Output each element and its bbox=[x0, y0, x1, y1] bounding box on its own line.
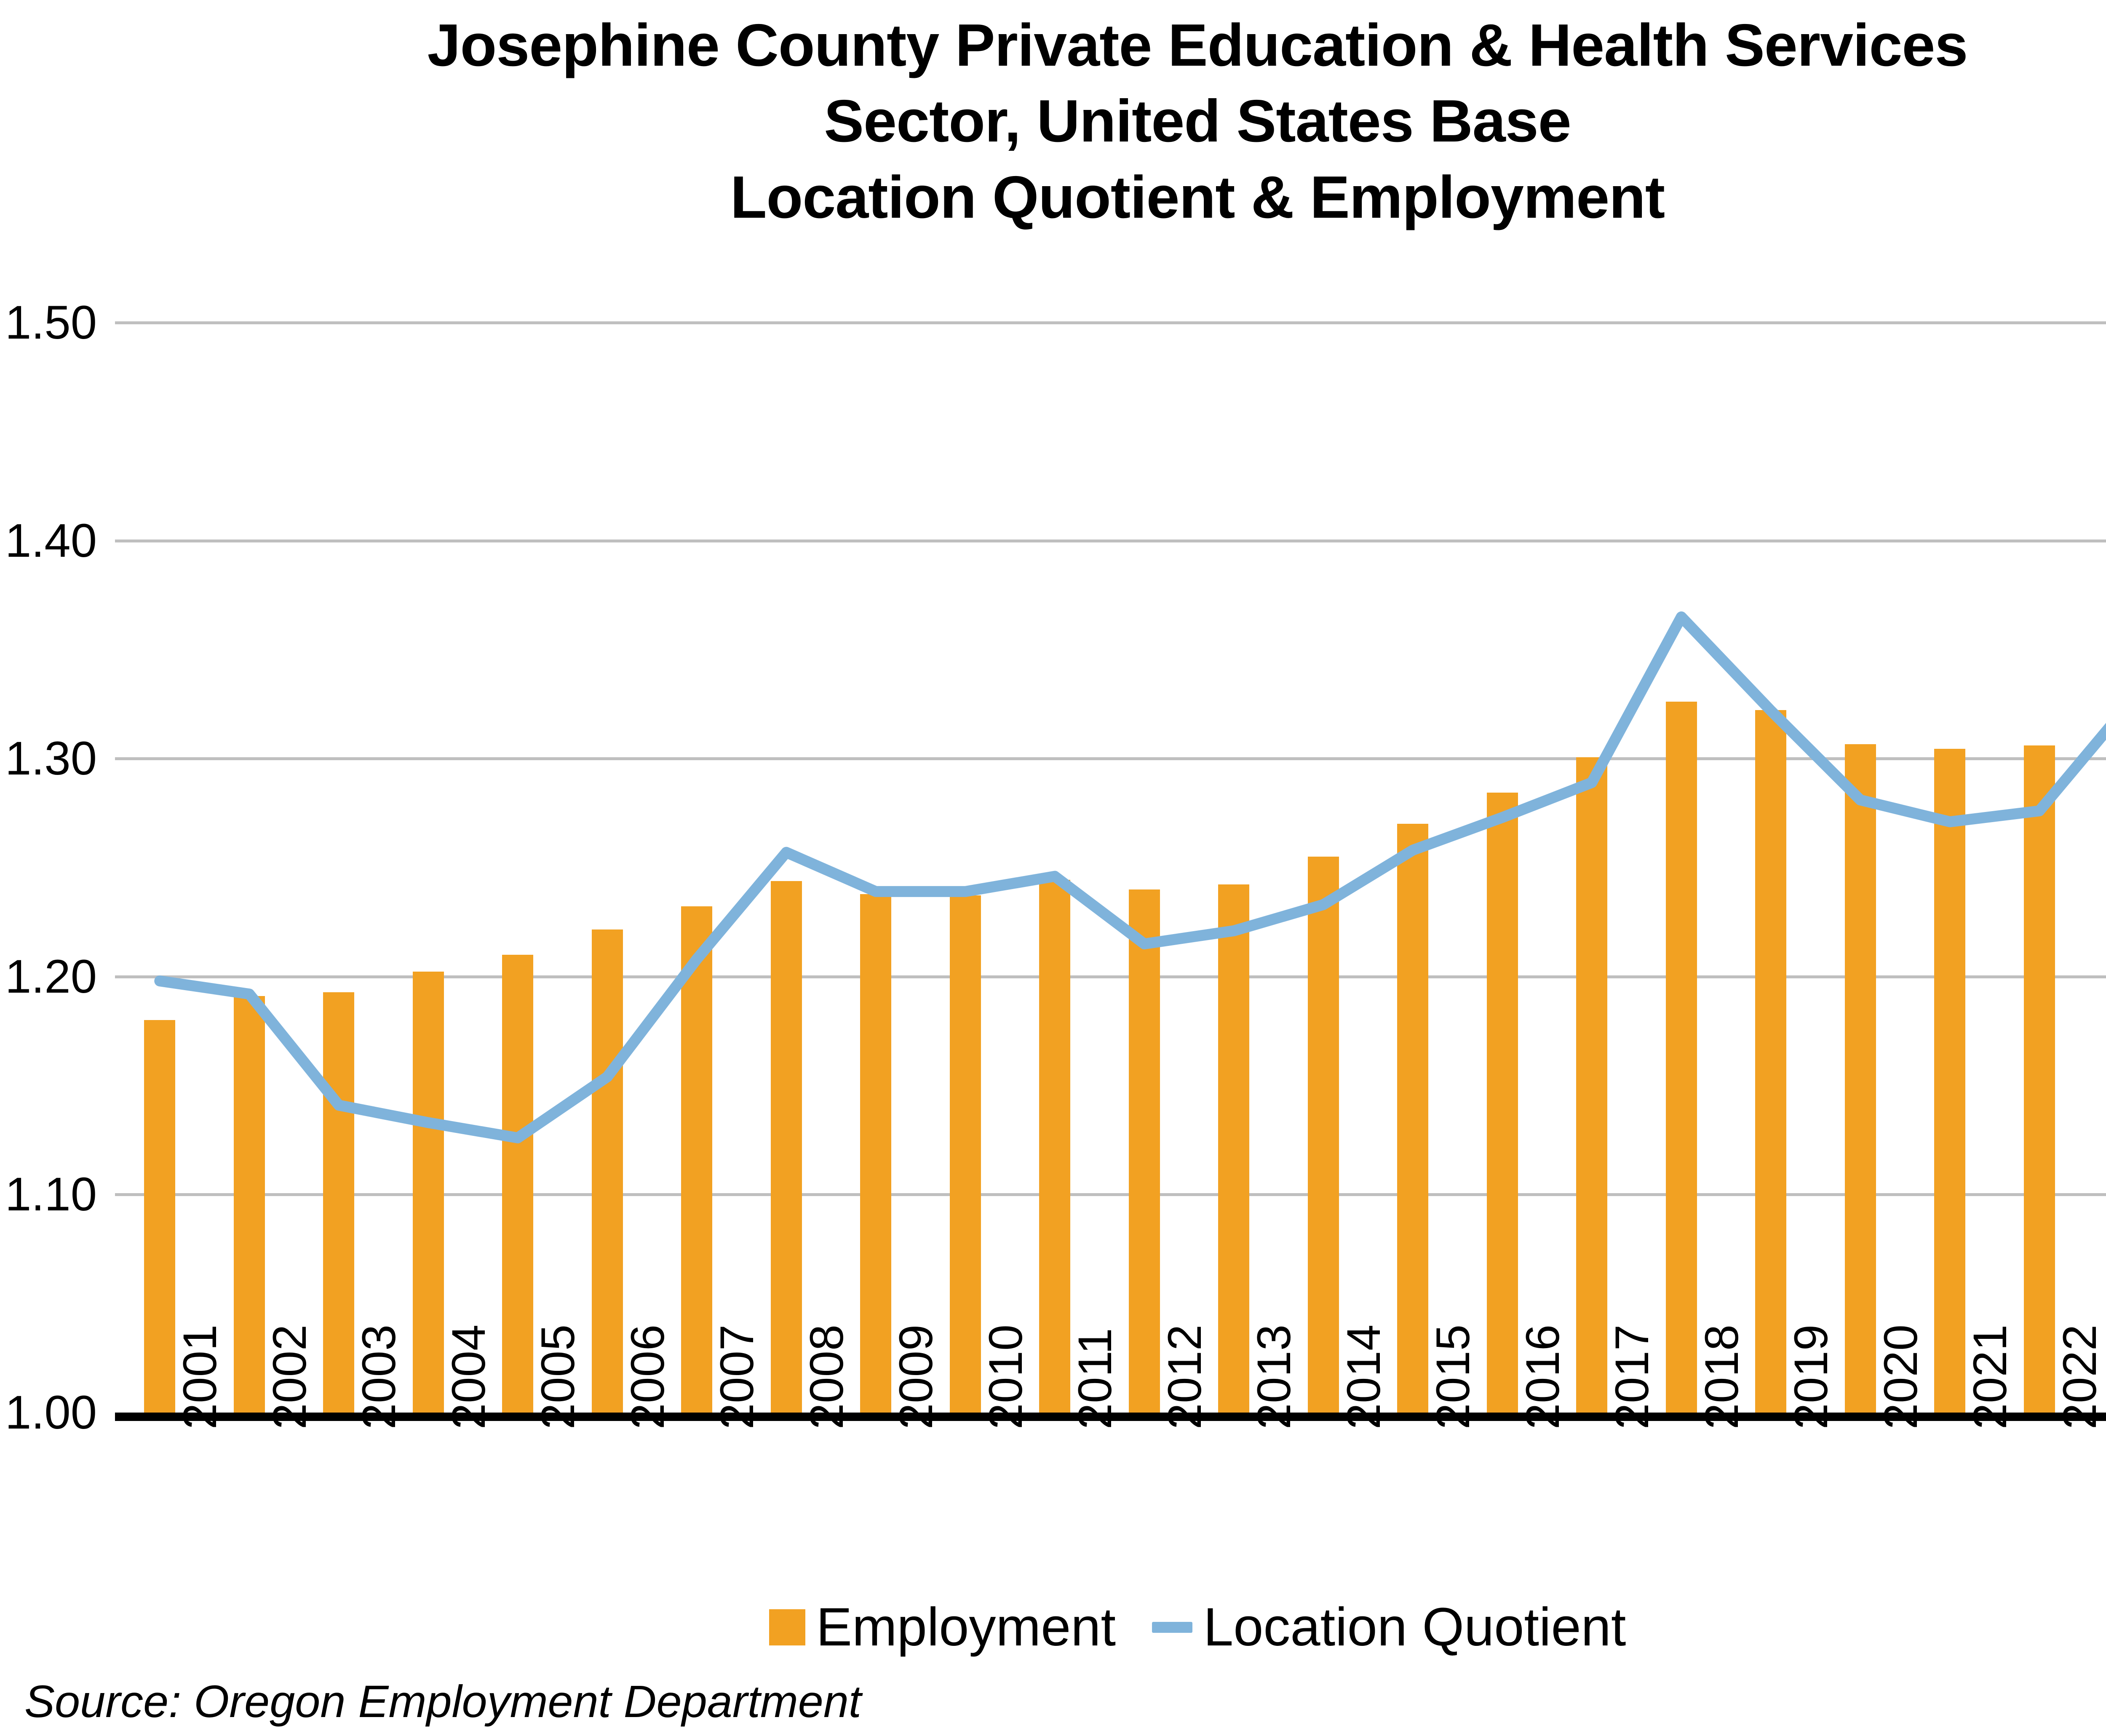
x-axis-tick-text: 2001 bbox=[174, 1324, 227, 1429]
chart-title-line-3: Location Quotient & Employment bbox=[730, 163, 1665, 231]
x-axis-tick-text: 2004 bbox=[442, 1324, 495, 1429]
legend-label-location-quotient: Location Quotient bbox=[1203, 1597, 1626, 1657]
employment-bar[interactable] bbox=[1844, 744, 1876, 1413]
x-axis-tick-text: 2010 bbox=[979, 1324, 1032, 1429]
gridline bbox=[115, 321, 2106, 324]
employment-bar[interactable] bbox=[1128, 889, 1160, 1413]
employment-bar[interactable] bbox=[1307, 857, 1339, 1413]
x-axis-tick-text: 2018 bbox=[1695, 1324, 1748, 1429]
gridline bbox=[115, 539, 2106, 542]
x-axis-tick-text: 2002 bbox=[263, 1324, 316, 1429]
employment-bar[interactable] bbox=[1039, 879, 1071, 1413]
x-axis-tick-text: 2006 bbox=[621, 1324, 674, 1429]
employment-bar[interactable] bbox=[860, 894, 892, 1413]
x-axis-tick-text: 2003 bbox=[353, 1324, 406, 1429]
employment-bar[interactable] bbox=[949, 895, 981, 1413]
gridline bbox=[115, 975, 2106, 978]
x-axis-tick-text: 2021 bbox=[1964, 1324, 2017, 1429]
left-axis-tick-label: 1.40 bbox=[5, 514, 97, 567]
x-axis-tick-text: 2011 bbox=[1069, 1328, 1122, 1429]
chart-title-line-1: Josephine County Private Education & Hea… bbox=[427, 12, 1968, 79]
x-axis-tick-text: 2014 bbox=[1337, 1324, 1390, 1429]
gridline bbox=[115, 1193, 2106, 1197]
employment-bar[interactable] bbox=[681, 906, 713, 1413]
employment-bar[interactable] bbox=[1934, 749, 1966, 1413]
left-axis-tick-label: 1.00 bbox=[5, 1386, 97, 1439]
x-axis-tick-text: 2008 bbox=[800, 1324, 853, 1429]
left-axis-tick-label: 1.10 bbox=[5, 1168, 97, 1221]
employment-bar[interactable] bbox=[144, 1020, 176, 1413]
chart-title: Josephine County Private Education & Hea… bbox=[0, 8, 2106, 235]
x-axis-tick-text: 2009 bbox=[890, 1324, 943, 1429]
x-axis-tick-text: 2013 bbox=[1248, 1324, 1301, 1429]
x-axis-tick-text: 2020 bbox=[1874, 1324, 1927, 1429]
employment-bar[interactable] bbox=[502, 955, 534, 1413]
employment-bar[interactable] bbox=[1665, 702, 1697, 1413]
x-axis-tick-text: 2016 bbox=[1516, 1324, 1569, 1429]
employment-bar[interactable] bbox=[2023, 745, 2055, 1413]
chart-title-line-2: Sector, United States Base bbox=[824, 88, 1571, 155]
left-axis-tick-label: 1.20 bbox=[5, 950, 97, 1003]
x-axis-tick-text: 2017 bbox=[1606, 1324, 1659, 1429]
employment-bar[interactable] bbox=[1218, 884, 1250, 1413]
location-quotient-swatch-icon bbox=[1152, 1622, 1192, 1633]
legend-item-location-quotient[interactable]: Location Quotient bbox=[1152, 1600, 1626, 1654]
employment-bar[interactable] bbox=[1397, 824, 1429, 1413]
employment-swatch-icon bbox=[769, 1609, 805, 1645]
employment-bar[interactable] bbox=[1486, 792, 1518, 1413]
employment-bar[interactable] bbox=[323, 992, 355, 1413]
x-axis-line bbox=[115, 1413, 2106, 1421]
source-note: Source: Oregon Employment Department bbox=[24, 1676, 861, 1727]
employment-bar[interactable] bbox=[770, 881, 802, 1413]
legend-label-employment: Employment bbox=[816, 1597, 1116, 1657]
x-axis-tick-text: 2022 bbox=[2053, 1324, 2106, 1429]
employment-bar[interactable] bbox=[591, 929, 623, 1413]
employment-bar[interactable] bbox=[1576, 757, 1608, 1413]
gridline bbox=[115, 757, 2106, 761]
x-axis-tick-text: 2019 bbox=[1785, 1324, 1838, 1429]
left-axis-tick-label: 1.30 bbox=[5, 732, 97, 785]
x-axis-tick-text: 2007 bbox=[711, 1324, 764, 1429]
legend-item-employment[interactable]: Employment bbox=[769, 1600, 1116, 1654]
x-axis-tick-text: 2012 bbox=[1158, 1324, 1211, 1429]
plot-area bbox=[115, 321, 2106, 1413]
location-quotient-line bbox=[154, 611, 2106, 1143]
employment-bar[interactable] bbox=[412, 972, 444, 1413]
x-axis-tick-text: 2005 bbox=[532, 1324, 585, 1429]
left-axis-tick-label: 1.50 bbox=[5, 296, 97, 349]
chart-legend: Employment Location Quotient bbox=[0, 1600, 2106, 1654]
employment-bar[interactable] bbox=[1755, 710, 1787, 1413]
x-axis-tick-text: 2015 bbox=[1427, 1324, 1480, 1429]
employment-bar[interactable] bbox=[233, 996, 265, 1413]
